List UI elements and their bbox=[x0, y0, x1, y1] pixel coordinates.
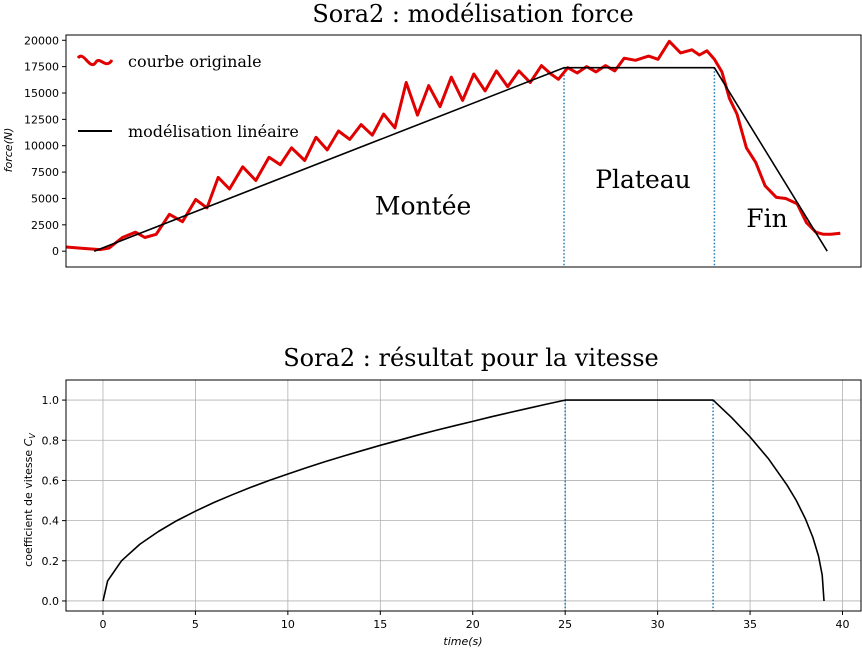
legend-label-modelisation-lineaire: modélisation linéaire bbox=[128, 122, 299, 141]
speed-chart: Sora2 : résultat pour la vitesse 0.0 0.2 0… bbox=[22, 344, 862, 648]
ytick-label: 0.4 bbox=[42, 515, 60, 528]
ytick-label: 20000 bbox=[24, 34, 59, 47]
xtick-label: 30 bbox=[651, 618, 665, 631]
annotation-plateau: Plateau bbox=[595, 165, 691, 194]
ytick-label: 2500 bbox=[31, 219, 59, 232]
xtick-label: 20 bbox=[466, 618, 480, 631]
speed-chart-ylabel: coefficient de vitesse CV bbox=[22, 433, 37, 567]
ytick-label: 0 bbox=[52, 245, 59, 258]
force-chart-ylabel: force(N) bbox=[2, 128, 15, 173]
force-chart-plot-area bbox=[65, 34, 862, 268]
force-chart: Sora2 : modélisation force 0 2500 5000 7500… bbox=[2, 0, 862, 268]
speed-chart-title: Sora2 : résultat pour la vitesse bbox=[283, 344, 659, 372]
series-line-courbe-originale bbox=[65, 39, 841, 252]
ytick-label: 0.0 bbox=[42, 595, 60, 608]
speed-chart-plot-area bbox=[65, 379, 862, 612]
ytick-label: 0.6 bbox=[42, 474, 60, 487]
xtick-label: 40 bbox=[836, 618, 850, 631]
xtick-label: 0 bbox=[99, 618, 106, 631]
series-line-modelisation-lineaire bbox=[93, 66, 828, 252]
ytick-label: 1.0 bbox=[42, 394, 60, 407]
force-chart-legend: courbe originale modélisation linéaire bbox=[76, 52, 299, 141]
xtick-label: 5 bbox=[192, 618, 199, 631]
ytick-label: 17500 bbox=[24, 61, 59, 74]
annotation-fin: Fin bbox=[746, 204, 787, 233]
speed-chart-ylabel-sub: V bbox=[28, 433, 37, 439]
annotation-montee: Montée bbox=[375, 191, 471, 220]
ytick-label: 7500 bbox=[31, 166, 59, 179]
ytick-label: 5000 bbox=[31, 192, 59, 205]
force-chart-title: Sora2 : modélisation force bbox=[312, 0, 633, 28]
speed-chart-ylabel-c: C bbox=[22, 438, 35, 446]
legend-label-courbe-originale: courbe originale bbox=[128, 52, 262, 71]
xtick-label: 15 bbox=[373, 618, 387, 631]
xtick-label: 10 bbox=[281, 618, 295, 631]
series-line-series-0 bbox=[102, 399, 825, 602]
xtick-label: 35 bbox=[743, 618, 757, 631]
legend-swatch-courbe-originale bbox=[76, 54, 114, 66]
ytick-label: 12500 bbox=[24, 113, 59, 126]
xtick-label: 25 bbox=[558, 618, 572, 631]
ytick-label: 0.2 bbox=[42, 555, 60, 568]
ytick-label: 10000 bbox=[24, 140, 59, 153]
speed-chart-ylabel-main: coefficient de vitesse bbox=[22, 446, 35, 566]
ytick-label: 0.8 bbox=[42, 434, 60, 447]
ytick-label: 15000 bbox=[24, 87, 59, 100]
speed-chart-xlabel: time(s) bbox=[443, 635, 482, 648]
